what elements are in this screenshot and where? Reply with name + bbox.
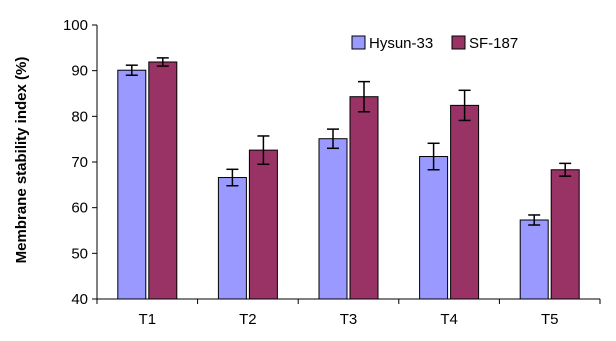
bar-Hysun-33	[217, 177, 247, 300]
y-tick-label: 40	[71, 291, 88, 308]
legend-swatch	[351, 35, 366, 50]
x-tick-label: T1	[139, 311, 157, 328]
bar-Hysun-33	[318, 138, 348, 300]
x-tick-label: T4	[440, 311, 458, 328]
y-tick-label: 80	[71, 108, 88, 125]
bar-Hysun-33	[117, 69, 147, 300]
bar-SF-187	[248, 149, 278, 300]
bar-Hysun-33	[419, 156, 449, 300]
y-tick-label: 100	[63, 17, 88, 34]
legend-swatch	[451, 35, 466, 50]
y-tick-label: 60	[71, 200, 88, 217]
y-tick-label: 90	[71, 63, 88, 80]
plot-area: 40 50 60 70 80 90 100 T1 T2 T3 T4 T5	[63, 17, 601, 328]
y-tick-label: 50	[71, 245, 88, 262]
legend-label: Hysun-33	[369, 35, 433, 52]
bar-SF-187	[148, 61, 178, 300]
legend-label: SF-187	[469, 35, 518, 52]
y-axis-title: Membrane stability index (%)	[13, 57, 30, 264]
bar-SF-187	[450, 104, 480, 300]
bar-SF-187	[550, 169, 580, 300]
bar-SF-187	[349, 96, 379, 300]
x-tick-label: T3	[340, 311, 358, 328]
legend: Hysun-33 SF-187	[351, 35, 518, 52]
y-tick-label: 70	[71, 154, 88, 171]
x-tick-label: T2	[239, 311, 257, 328]
bar-Hysun-33	[519, 219, 549, 300]
x-tick-label: T5	[541, 311, 559, 328]
